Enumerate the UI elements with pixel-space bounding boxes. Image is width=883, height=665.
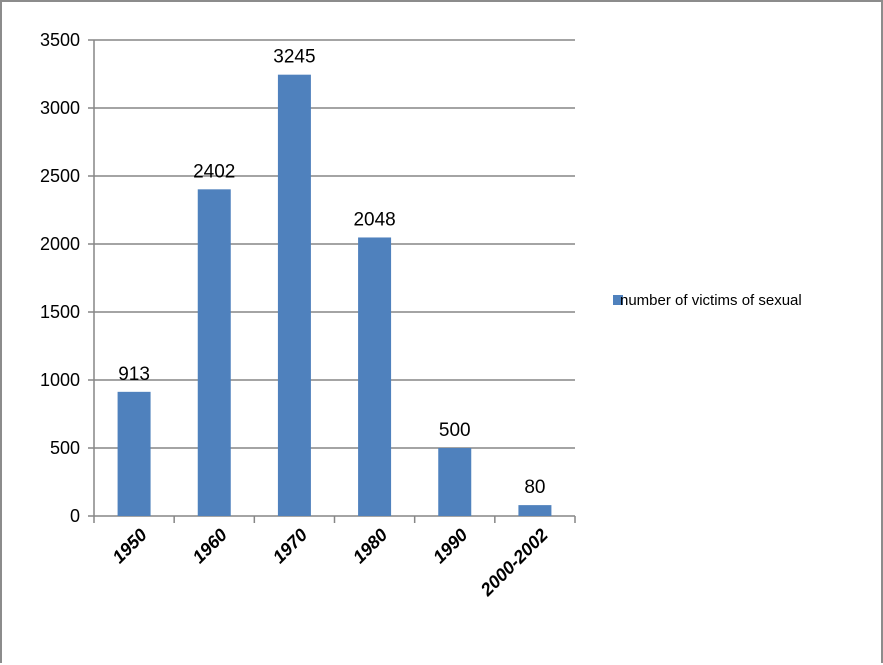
x-tick-label: 1980	[349, 525, 391, 567]
data-label: 80	[524, 477, 545, 498]
data-label: 913	[118, 364, 150, 385]
bar-1960	[197, 189, 231, 516]
y-tick-label: 500	[50, 438, 80, 458]
y-tick-label: 1000	[40, 370, 80, 390]
y-tick-label: 3500	[40, 30, 80, 50]
x-tick-label: 1970	[269, 525, 311, 567]
x-tick-label: 1990	[429, 525, 471, 567]
y-tick-label: 1500	[40, 302, 80, 322]
y-tick-label: 0	[70, 506, 80, 526]
bar-2000-2002	[518, 505, 552, 516]
y-tick-label: 2000	[40, 234, 80, 254]
data-label: 2402	[193, 161, 235, 182]
bar-1990	[438, 448, 472, 516]
data-label: 3245	[273, 47, 315, 68]
bar-1980	[358, 237, 392, 517]
data-label: 500	[439, 420, 471, 441]
bar-1970	[277, 74, 311, 517]
x-tick-label: 2000-2002	[476, 525, 552, 601]
data-label: 2048	[353, 209, 395, 230]
y-tick-label: 2500	[40, 166, 80, 186]
bar-1950	[117, 391, 151, 516]
legend-label: number of victims of sexual	[620, 292, 802, 309]
legend-swatch	[613, 295, 623, 305]
x-tick-label: 1960	[189, 525, 231, 567]
x-tick-label: 1950	[108, 525, 150, 567]
y-tick-label: 3000	[40, 98, 80, 118]
